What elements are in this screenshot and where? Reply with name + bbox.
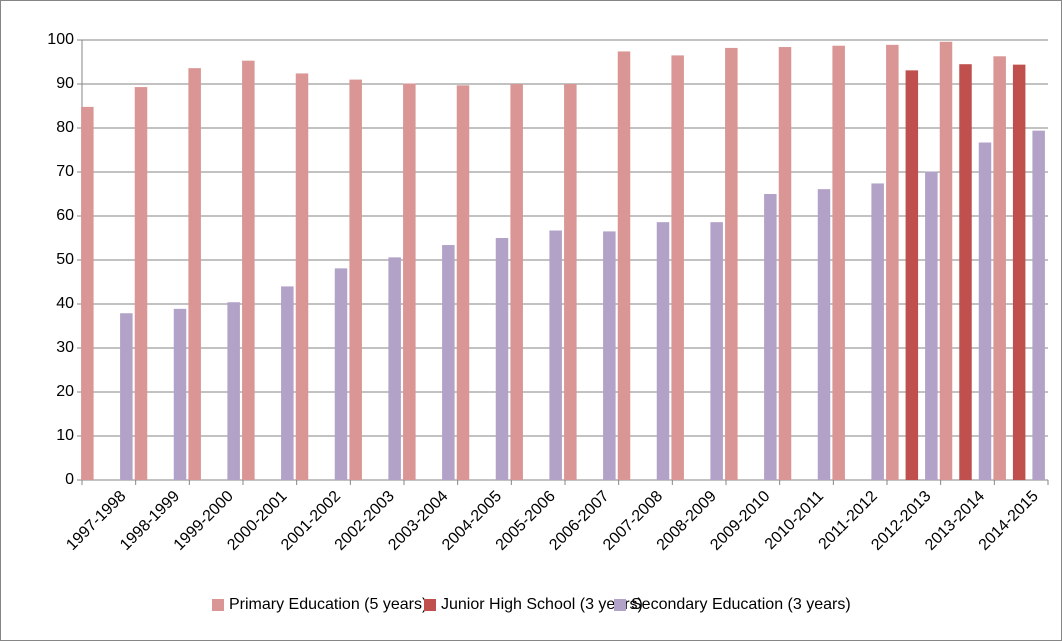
- legend-label: Primary Education (5 years): [229, 596, 427, 613]
- bar: [1012, 64, 1026, 480]
- y-tick-label: 100: [47, 31, 74, 48]
- bar: [832, 45, 845, 480]
- bar: [1032, 130, 1045, 480]
- bar: [510, 84, 523, 480]
- bar: [710, 222, 723, 480]
- bar: [442, 245, 455, 480]
- bar: [349, 79, 362, 480]
- y-tick-label: 40: [56, 295, 74, 312]
- y-tick-label: 50: [56, 251, 74, 268]
- y-tick-label: 20: [56, 383, 74, 400]
- bar: [939, 41, 953, 480]
- bar: [656, 222, 670, 480]
- bar: [978, 142, 992, 480]
- y-tick-label: 80: [56, 119, 74, 136]
- y-tick-label: 70: [56, 163, 74, 180]
- y-tick-label: 90: [56, 75, 74, 92]
- bar: [281, 286, 294, 480]
- legend-label: Junior High School (3 years): [441, 596, 643, 613]
- bar: [617, 51, 631, 480]
- bar: [564, 84, 577, 480]
- legend-swatch: [614, 599, 626, 611]
- legend-swatch: [424, 599, 436, 611]
- bar: [764, 194, 777, 480]
- bar: [81, 106, 94, 480]
- bar: [603, 231, 616, 480]
- bar: [173, 308, 187, 480]
- legend-label: Secondary Education (3 years): [631, 596, 851, 613]
- bar: [120, 313, 133, 480]
- bar: [188, 68, 201, 480]
- bar: [242, 60, 255, 481]
- bar: [959, 64, 972, 480]
- bar: [725, 47, 738, 481]
- bar: [886, 44, 899, 481]
- bar: [817, 189, 831, 480]
- bar: [778, 47, 792, 480]
- y-tick-label: 0: [65, 471, 74, 488]
- y-tick-label: 10: [56, 427, 74, 444]
- bar: [456, 85, 470, 480]
- bar: [495, 238, 509, 480]
- bar: [388, 257, 401, 480]
- bar: [671, 55, 684, 481]
- bar: [925, 171, 938, 480]
- bar: [295, 73, 309, 480]
- bar: [905, 70, 919, 481]
- legend-swatch: [212, 599, 224, 611]
- bar: [993, 56, 1006, 480]
- y-tick-label: 60: [56, 207, 74, 224]
- bar: [403, 83, 416, 480]
- y-tick-label: 30: [56, 339, 74, 356]
- bar: [871, 183, 884, 480]
- bar: [549, 230, 562, 480]
- bar: [227, 302, 240, 480]
- bar: [334, 268, 348, 480]
- bar: [134, 87, 148, 480]
